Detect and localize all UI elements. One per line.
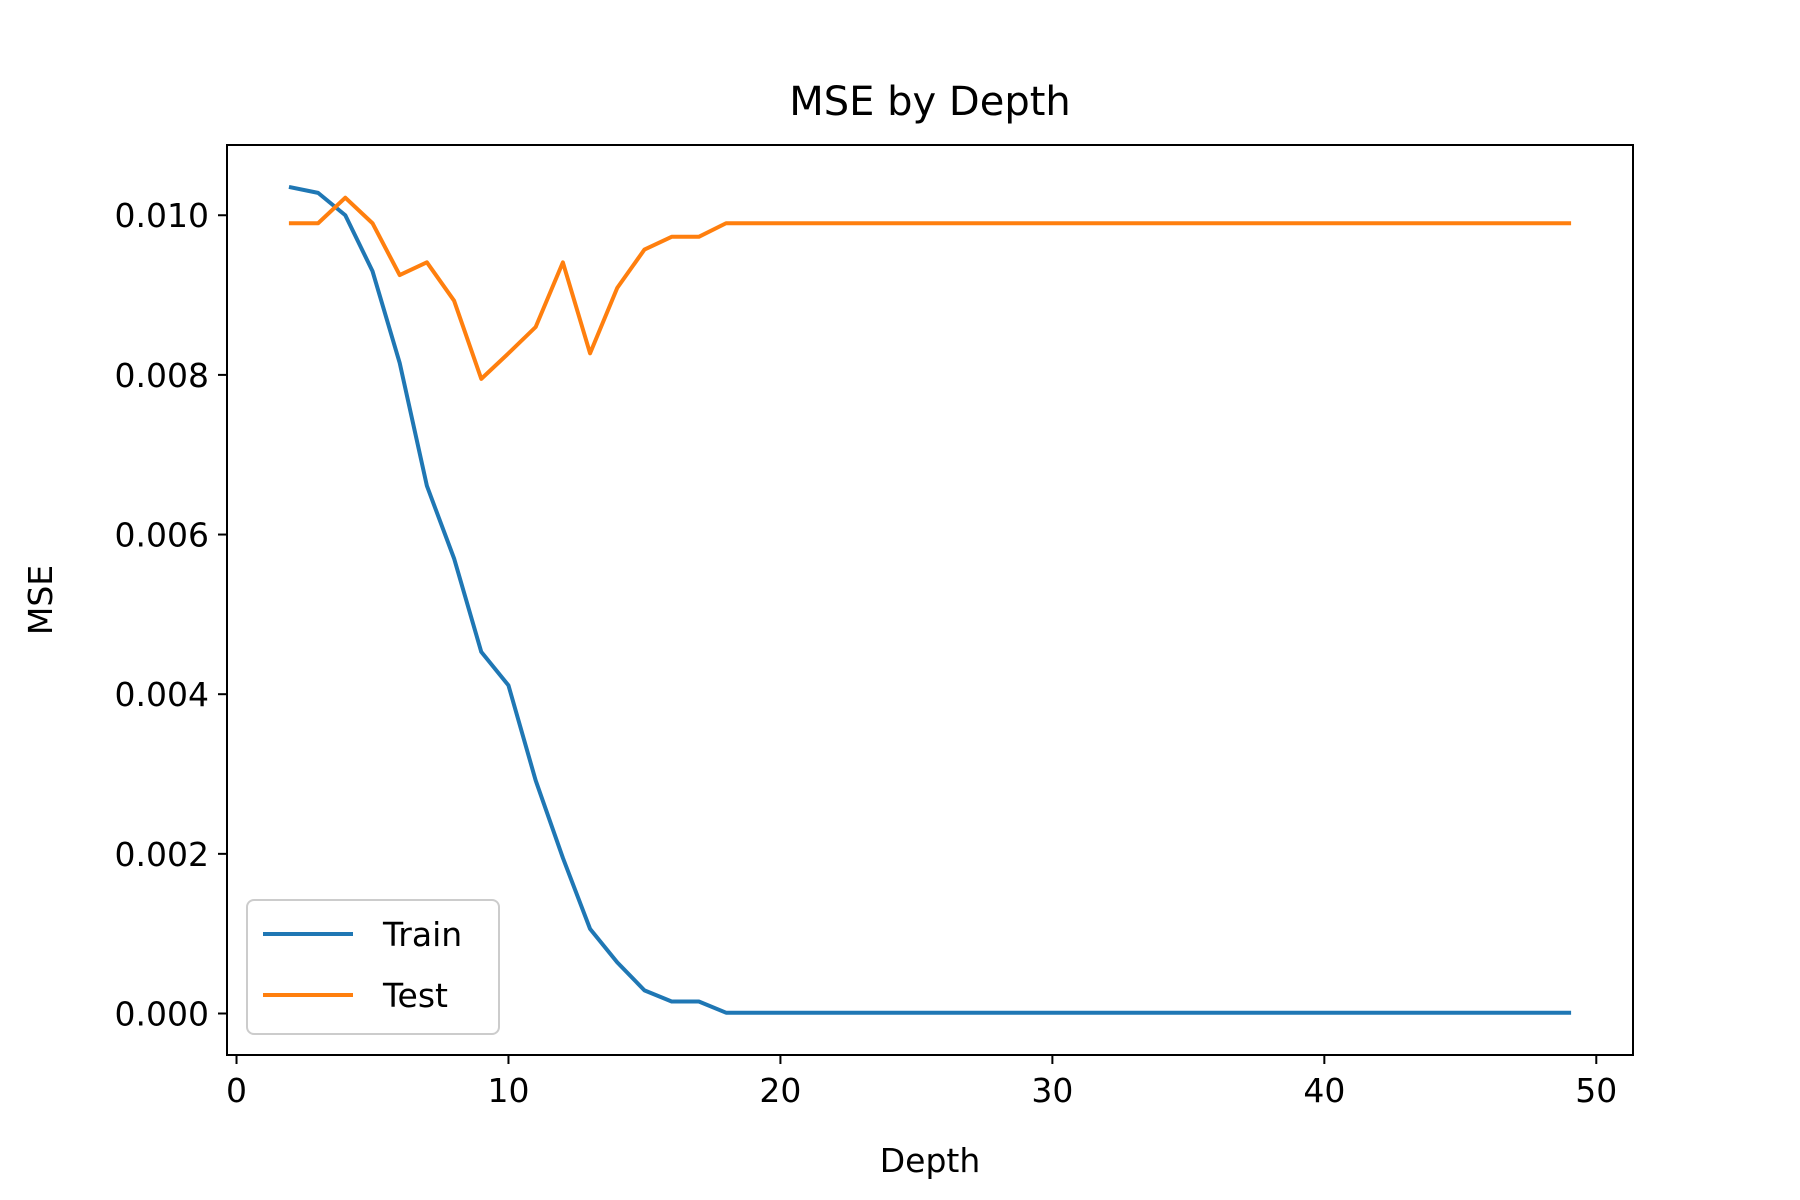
legend: Train Test (246, 899, 500, 1035)
chart-title: MSE by Depth (789, 79, 1071, 125)
y-tick-label: 0.008 (115, 356, 209, 395)
x-tick-label: 30 (1031, 1071, 1073, 1110)
y-axis-label: MSE (21, 565, 60, 635)
series-line-test (288, 195, 1572, 381)
legend-test-label: Test (382, 976, 448, 1015)
y-axis: 0.000 0.002 0.004 0.006 0.008 0.010 (115, 196, 227, 1033)
y-tick-label: 0.006 (115, 516, 209, 555)
y-tick-label: 0.000 (115, 994, 209, 1033)
x-axis: 0 10 20 30 40 50 (226, 1055, 1617, 1110)
plot-frame (226, 144, 1634, 1056)
y-tick-label: 0.002 (115, 835, 209, 874)
x-tick-label: 10 (487, 1071, 529, 1110)
legend-train-label: Train (382, 915, 462, 954)
x-axis-label: Depth (880, 1141, 981, 1180)
y-tick-label: 0.004 (115, 675, 209, 714)
series-line-train (288, 184, 1572, 1015)
y-tick-label: 0.010 (115, 196, 209, 235)
x-tick-label: 0 (226, 1071, 247, 1110)
x-tick-label: 50 (1575, 1071, 1617, 1110)
x-tick-label: 20 (759, 1071, 801, 1110)
x-tick-label: 40 (1303, 1071, 1345, 1110)
series-lines (288, 184, 1572, 1015)
